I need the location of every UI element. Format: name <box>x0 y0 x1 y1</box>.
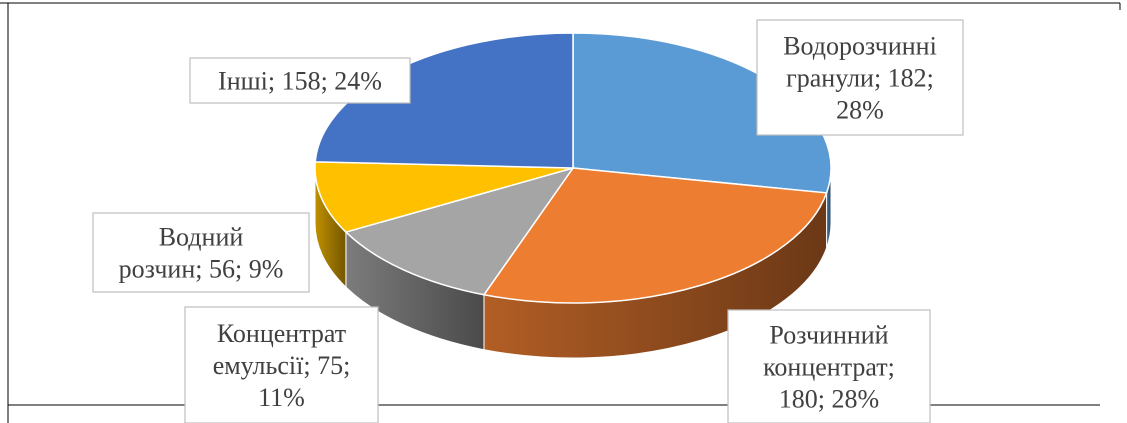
label-box <box>92 212 310 293</box>
data-labels: Водорозчинні гранули; 182; 28% Розчинний кон… <box>92 19 964 423</box>
data-label: Розчинний концентрат; 180; 28% <box>763 321 895 414</box>
data-label: Водорозчинні гранули; 182; 28% <box>783 32 937 125</box>
label-box <box>184 306 379 423</box>
label-box <box>189 57 411 104</box>
data-label: Водний розчин; 56; 9% <box>119 223 284 284</box>
pie-slice <box>314 161 574 233</box>
pie-slice <box>482 167 828 304</box>
label-box <box>756 19 964 136</box>
label-box <box>727 309 931 423</box>
data-label: Інші; 158; 24% <box>218 67 382 96</box>
data-label: Концентрат емульсії; 75; 11% <box>213 319 351 412</box>
pie-slice <box>344 166 575 296</box>
